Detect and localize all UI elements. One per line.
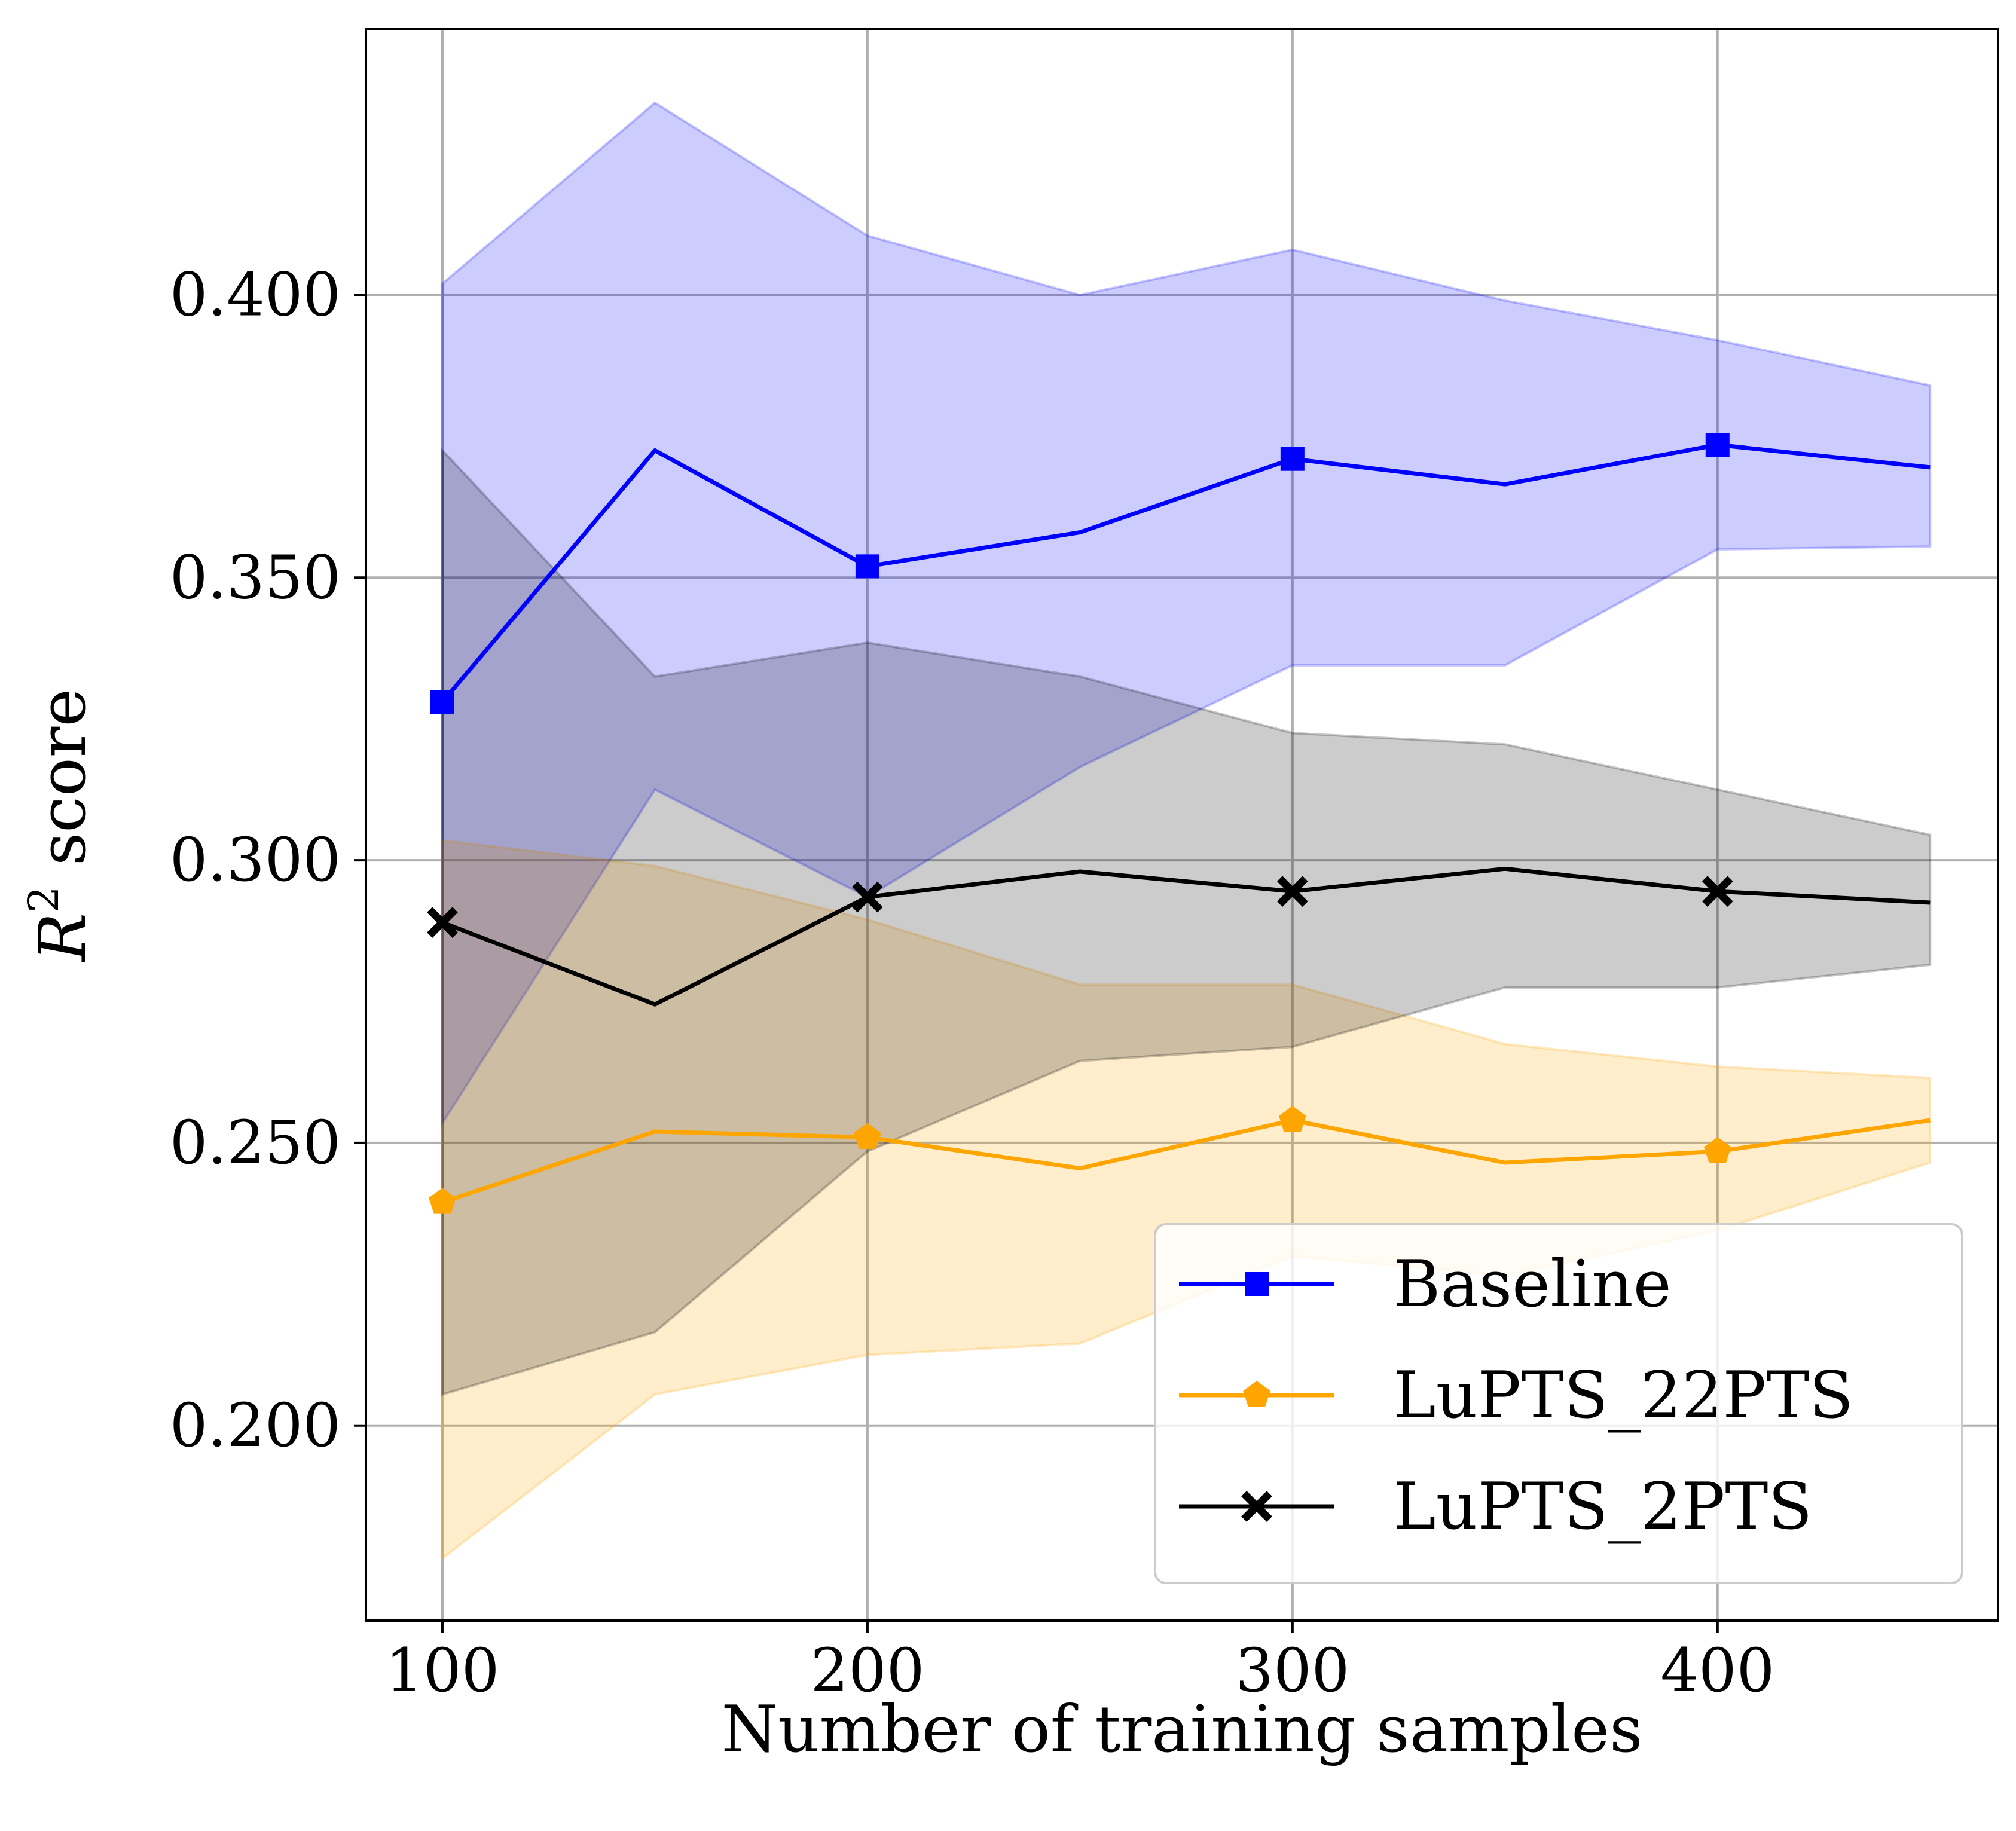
legend-lupts-2pts-label: LuPTS_2PTS <box>1393 1469 1812 1544</box>
plot-area-frame <box>365 28 1999 1622</box>
legend-lupts-2pts-marker-stroke <box>1241 1491 1272 1522</box>
lupts-22pts-line <box>441 1118 1931 1205</box>
x-tick-label: 100 <box>386 1636 500 1705</box>
lupts-2pts-marker-stroke <box>1276 876 1308 907</box>
y-axis-label-variable: R <box>26 913 100 962</box>
x-tick-label: 300 <box>1235 1636 1349 1705</box>
y-tick-label: 0.300 <box>170 825 341 895</box>
legend-lupts-22pts-label: LuPTS_22PTS <box>1393 1358 1853 1433</box>
lupts-2pts-marker <box>427 907 458 938</box>
y-axis-label-rest: score <box>26 689 100 887</box>
x-axis-label: Number of training samples <box>721 1692 1642 1767</box>
lupts-22pts-marker <box>854 1123 881 1149</box>
lupts-2pts-marker-stroke <box>852 881 883 913</box>
y-axis-label-superscript: 2 <box>19 886 68 913</box>
legend-baseline-marker <box>1245 1272 1269 1296</box>
lupts-22pts-band <box>441 839 1932 1561</box>
y-tick-label: 0.350 <box>170 542 341 612</box>
lupts-22pts-marker <box>1279 1106 1306 1132</box>
legend: Baseline LuPTS_22PTS LuPTS_2PTS <box>1154 1223 1963 1584</box>
lupts-2pts-marker-stroke <box>1702 876 1733 907</box>
y-tick-label: 0.400 <box>170 259 341 329</box>
series-lines <box>441 442 1931 1205</box>
series-markers <box>427 433 1733 1214</box>
grid <box>366 29 1998 1621</box>
baseline-line <box>441 442 1931 704</box>
lupts-22pts-marker <box>429 1188 456 1214</box>
legend-baseline-label: Baseline <box>1393 1247 1672 1322</box>
baseline-band <box>441 101 1932 1127</box>
lupts-2pts-band <box>441 447 1932 1396</box>
lupts-22pts-marker <box>1704 1137 1731 1163</box>
lupts-2pts-line <box>441 866 1931 1007</box>
axis-ticks: 100 200 300 400 0.200 0.250 0.300 0.350 0.400 <box>170 259 1775 1705</box>
legend-lupts-2pts-marker <box>1241 1491 1272 1522</box>
baseline-marker <box>1705 433 1730 457</box>
x-tick-label: 200 <box>810 1636 924 1705</box>
lupts-2pts-marker <box>1276 876 1308 907</box>
baseline-marker <box>855 554 879 579</box>
y-tick-label: 0.200 <box>170 1390 341 1460</box>
confidence-bands <box>441 101 1932 1561</box>
baseline-marker <box>1280 447 1305 471</box>
y-tick-label: 0.250 <box>170 1108 341 1178</box>
lupts-2pts-marker <box>1702 876 1733 907</box>
legend-box <box>1154 1223 1963 1584</box>
x-tick-label: 400 <box>1660 1636 1774 1705</box>
y-axis-label: R2 score <box>19 689 100 963</box>
legend-lupts-22pts-marker <box>1243 1381 1270 1407</box>
lupts-2pts-marker <box>852 881 883 913</box>
baseline-marker <box>430 690 454 714</box>
lupts-2pts-marker-stroke <box>427 907 458 938</box>
